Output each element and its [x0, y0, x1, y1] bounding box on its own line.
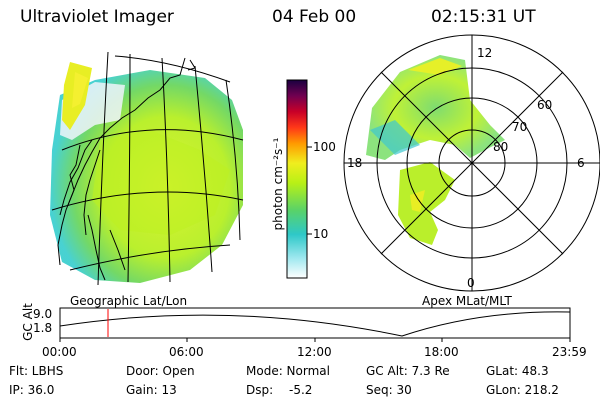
colorbar-tick-100: 100 — [313, 140, 336, 154]
mlt-label-12: 12 — [477, 46, 493, 60]
geo-panel-label: Geographic Lat/Lon — [70, 294, 188, 308]
altitude-ytick-9: 9.0 — [33, 307, 53, 321]
instrument-title: Ultraviolet Imager — [20, 7, 174, 27]
status-mode: Mode: Normal — [246, 364, 330, 378]
mlat-label-60: 60 — [537, 98, 553, 112]
altitude-xtick-2359: 23:59 — [552, 345, 587, 359]
coastline — [57, 57, 196, 281]
altitude-xtick-1800: 18:00 — [424, 345, 459, 359]
date-label: 04 Feb 00 — [272, 7, 357, 27]
status-glon: GLon: 218.2 — [486, 383, 559, 397]
geo-grid — [51, 51, 244, 286]
status-dsp-value: -5.2 — [289, 383, 313, 397]
geo-emission-region — [50, 62, 243, 283]
status-door: Door: Open — [126, 364, 195, 378]
altitude-ticks — [59, 338, 571, 342]
colorbar-tick-10: 10 — [313, 227, 329, 241]
altitude-xtick-0000: 00:00 — [42, 345, 77, 359]
status-gain: Gain: 13 — [126, 383, 177, 397]
mlat-label-70: 70 — [512, 120, 528, 134]
mlt-label-0: 0 — [467, 276, 475, 290]
polar-emission — [366, 55, 505, 245]
status-ip: IP: 36.0 — [9, 383, 55, 397]
status-flt: Flt: LBHS — [9, 364, 64, 378]
status-glat: GLat: 48.3 — [486, 364, 549, 378]
altitude-ytick-1: 1.8 — [33, 321, 53, 335]
status-seq: Seq: 30 — [366, 383, 412, 397]
altitude-xtick-0600: 06:00 — [169, 345, 204, 359]
mlt-label-6: 6 — [577, 156, 585, 170]
polar-panel-label: Apex MLat/MLT — [422, 294, 512, 308]
time-label: 02:15:31 UT — [431, 7, 536, 27]
mlat-label-80: 80 — [493, 140, 509, 154]
mlt-label-18: 18 — [347, 156, 363, 170]
altitude-xtick-1200: 12:00 — [297, 345, 332, 359]
polar-grid — [343, 34, 600, 292]
status-gc-alt: GC Alt: 7.3 Re — [366, 364, 450, 378]
status-dsp-label: Dsp: — [246, 383, 274, 397]
